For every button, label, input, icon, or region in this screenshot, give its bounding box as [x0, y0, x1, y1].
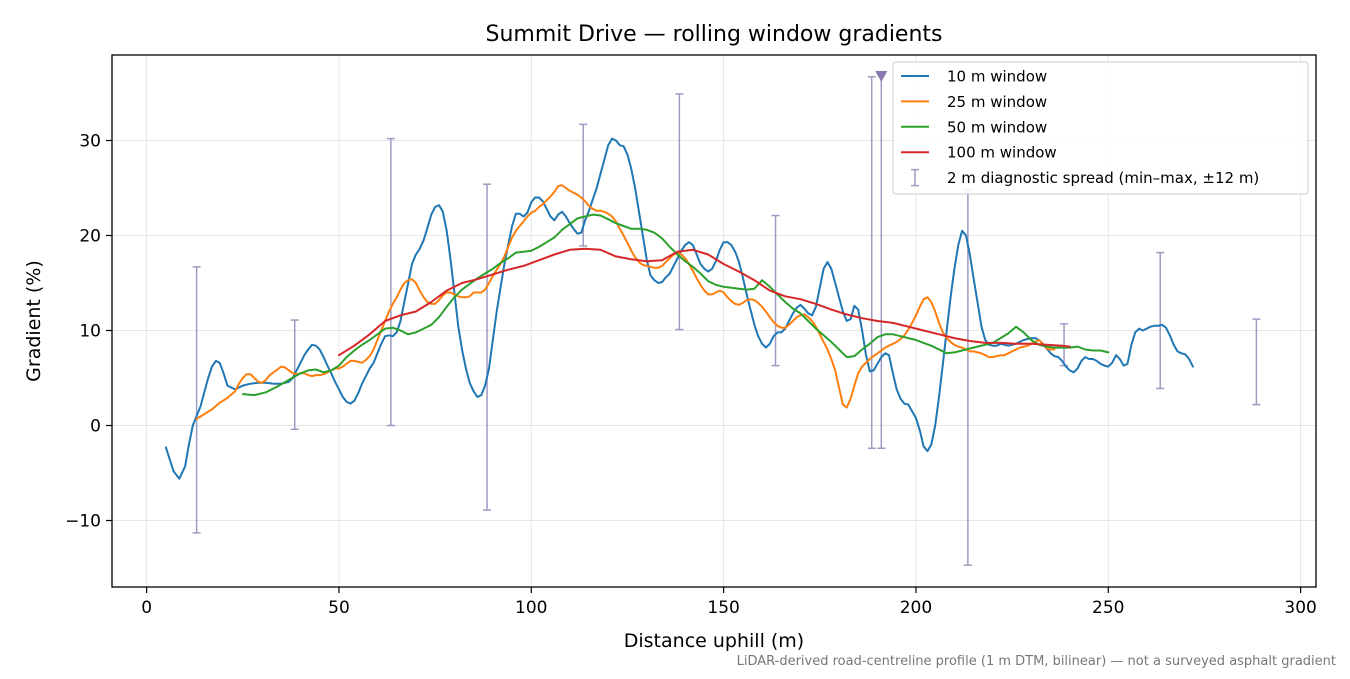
- y-tick-label: 0: [90, 417, 101, 437]
- legend-label: 10 m window: [947, 68, 1047, 86]
- x-tick-label: 0: [141, 598, 152, 618]
- x-tick-label: 250: [1092, 598, 1124, 618]
- series-lines: [164, 137, 1194, 480]
- diagnostic-errorbar: [1060, 323, 1069, 367]
- y-tick-label: 20: [79, 227, 101, 247]
- axis-ticks: 0 50 100 150 200 250 300 −10 0 10 20 30: [65, 132, 1317, 619]
- series-line-10-m-window: [164, 137, 1194, 480]
- series-line-25-m-window: [195, 184, 1056, 420]
- diagnostic-errorbar: [771, 214, 780, 367]
- legend-label: 2 m diagnostic spread (min–max, ±12 m): [947, 169, 1259, 187]
- gridlines: [112, 55, 1316, 587]
- legend: 10 m window 25 m window 50 m window 100 m w…: [892, 61, 1309, 195]
- y-axis-label: Gradient (%): [23, 260, 45, 382]
- series-line-100-m-window: [338, 247, 1071, 357]
- x-tick-label: 150: [707, 598, 739, 618]
- legend-label: 100 m window: [947, 144, 1057, 162]
- diagnostic-errorbar: [386, 137, 395, 427]
- chart-title: Summit Drive — rolling window gradients: [486, 22, 943, 47]
- plot-frame: [111, 54, 1317, 588]
- footnote: LiDAR-derived road-centreline profile (1…: [737, 654, 1336, 669]
- x-tick-label: 50: [328, 598, 350, 618]
- diagnostic-errorbar: [875, 70, 888, 450]
- legend-box: [892, 61, 1309, 195]
- diagnostic-errorbar: [192, 266, 201, 534]
- diagnostic-errorbar: [867, 76, 876, 450]
- y-tick-label: −10: [65, 512, 101, 532]
- x-tick-label: 100: [515, 598, 547, 618]
- x-tick-label: 300: [1284, 598, 1316, 618]
- legend-label: 25 m window: [947, 93, 1047, 111]
- y-tick-label: 10: [79, 322, 101, 342]
- clipped-marker-icon: [875, 70, 888, 82]
- diagnostic-errorbars: [192, 70, 1261, 566]
- legend-label: 50 m window: [947, 118, 1047, 136]
- diagnostic-errorbar: [1252, 318, 1261, 406]
- diagnostic-errorbar: [483, 183, 492, 511]
- x-tick-label: 200: [900, 598, 932, 618]
- diagnostic-errorbar: [675, 93, 684, 331]
- x-axis-label: Distance uphill (m): [624, 630, 804, 652]
- y-tick-label: 30: [79, 132, 101, 152]
- diagnostic-errorbar: [1156, 251, 1165, 390]
- series-line-50-m-window: [241, 213, 1110, 397]
